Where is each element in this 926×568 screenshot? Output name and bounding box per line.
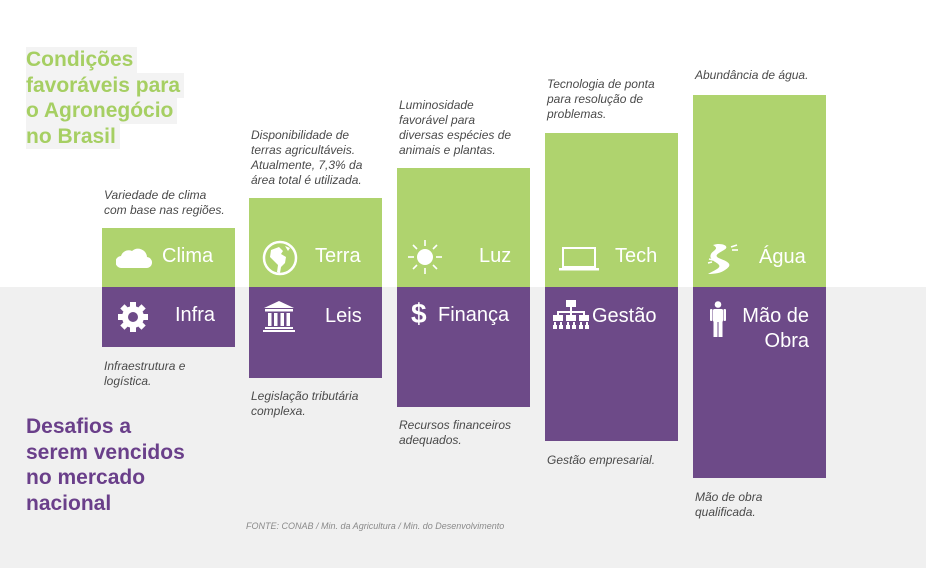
- globe-icon: [262, 240, 298, 276]
- favorable-conditions-title: Condições favoráveis para o Agronegócio …: [26, 47, 185, 149]
- caption-line: Luminosidade: [399, 98, 474, 112]
- column-terra-leis: Disponibilidade de terras agricultáveis.…: [249, 0, 382, 568]
- favorable-block-tech: Tech: [545, 133, 678, 287]
- challenge-block-leis: Leis: [249, 287, 382, 378]
- caption-line: adequados.: [399, 433, 462, 447]
- caption-line: Tecnologia de ponta: [547, 77, 655, 91]
- org-chart-icon: [553, 300, 589, 329]
- caption-line: problemas.: [547, 107, 607, 121]
- title-line: o Agronegócio: [26, 98, 178, 124]
- favorable-caption: Abundância de água.: [695, 68, 845, 83]
- title-line: no mercado: [26, 466, 146, 489]
- challenge-caption: Recursos financeiros adequados.: [399, 418, 549, 448]
- laptop-icon: [559, 247, 599, 271]
- caption-line: com base nas regiões.: [104, 203, 225, 217]
- challenge-block-infra: Infra: [102, 287, 235, 347]
- favorable-block-agua: Água: [693, 95, 826, 287]
- caption-line: Disponibilidade de: [251, 128, 350, 142]
- favorable-caption: Disponibilidade de terras agricultáveis.…: [251, 128, 401, 188]
- challenge-label: Infra: [175, 304, 216, 326]
- challenges-title: Desafios a serem vencidos no mercado nac…: [26, 414, 185, 516]
- gear-icon: [118, 302, 148, 332]
- courthouse-icon: [263, 301, 295, 332]
- caption-line: Abundância de água.: [695, 68, 809, 82]
- favorable-caption: Luminosidade favorável para diversas esp…: [399, 98, 549, 158]
- challenge-label: Gestão: [592, 305, 657, 327]
- caption-line: complexa.: [251, 404, 306, 418]
- caption-line: logística.: [104, 374, 152, 388]
- title-line: no Brasil: [26, 123, 120, 149]
- challenge-block-mao-de-obra: Mão de Obra: [693, 287, 826, 478]
- caption-line: Atualmente, 7,3% da: [251, 158, 363, 172]
- label-line: Mão de: [742, 305, 809, 327]
- favorable-label: Luz: [479, 245, 512, 267]
- caption-line: diversas espécies de: [399, 128, 512, 142]
- challenge-block-gestao: Gestão: [545, 287, 678, 441]
- column-agua-mao-de-obra: Abundância de água. Água Mão de Obra: [693, 0, 826, 568]
- challenge-label: Finança: [438, 304, 510, 326]
- favorable-caption: Variedade de clima com base nas regiões.: [104, 188, 254, 218]
- favorable-label: Terra: [315, 245, 361, 267]
- favorable-block-luz: Luz: [397, 168, 530, 287]
- caption-line: animais e plantas.: [399, 143, 496, 157]
- title-line: Condições: [26, 47, 138, 73]
- cloud-icon: [116, 248, 152, 268]
- challenge-caption: Mão de obra qualificada.: [695, 490, 845, 520]
- column-clima-infra: Variedade de clima com base nas regiões.…: [102, 0, 235, 568]
- challenge-caption: Infraestrutura e logística.: [104, 359, 254, 389]
- caption-line: para resolução de: [547, 92, 644, 106]
- caption-line: Legislação tributária: [251, 389, 359, 403]
- column-tech-gestao: Tecnologia de ponta para resolução de pr…: [545, 0, 678, 568]
- favorable-caption: Tecnologia de ponta para resolução de pr…: [547, 77, 697, 122]
- favorable-label: Tech: [615, 245, 658, 267]
- favorable-block-terra: Terra: [249, 198, 382, 287]
- caption-line: Gestão empresarial.: [547, 453, 656, 467]
- caption-line: Recursos financeiros: [399, 418, 512, 432]
- caption-line: favorável para: [399, 113, 476, 127]
- sun-icon: [408, 240, 442, 274]
- challenge-label: Mão de Obra: [737, 304, 809, 354]
- label-line: Obra: [764, 330, 809, 352]
- challenge-caption: Legislação tributária complexa.: [251, 389, 401, 419]
- column-luz-financa: Luminosidade favorável para diversas esp…: [397, 0, 530, 568]
- challenge-block-financa: $ Finança: [397, 287, 530, 407]
- caption-line: Infraestrutura e: [104, 359, 186, 373]
- caption-line: qualificada.: [695, 505, 756, 519]
- challenge-label: Leis: [325, 305, 362, 327]
- river-icon: [707, 243, 738, 274]
- favorable-block-clima: Clima: [102, 228, 235, 287]
- favorable-label: Clima: [162, 245, 214, 267]
- title-line: serem vencidos: [26, 440, 185, 464]
- caption-line: terras agricultáveis.: [251, 143, 356, 157]
- challenge-caption: Gestão empresarial.: [547, 453, 697, 468]
- dollar-icon: $: [411, 298, 427, 329]
- person-icon: [710, 301, 726, 337]
- favorable-label: Água: [759, 246, 806, 268]
- title-line: favoráveis para: [26, 72, 185, 98]
- title-line: Desafios a: [26, 415, 132, 438]
- title-line: nacional: [26, 491, 112, 515]
- caption-line: Variedade de clima: [104, 188, 207, 202]
- caption-line: Mão de obra: [695, 490, 763, 504]
- source-note: FONTE: CONAB / Min. da Agricultura / Min…: [246, 521, 505, 531]
- caption-line: área total é utilizada.: [251, 173, 362, 187]
